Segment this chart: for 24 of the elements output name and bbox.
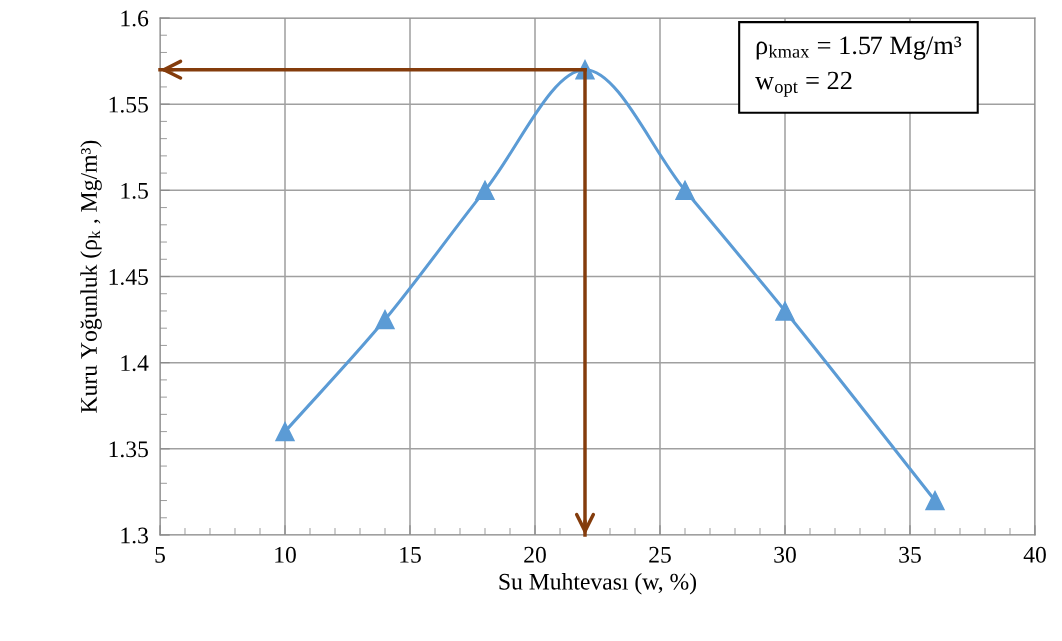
- point: [675, 180, 695, 201]
- point: [925, 490, 945, 511]
- x-tick-label: 30: [774, 546, 796, 563]
- point: [275, 421, 295, 442]
- x-tick-label: 5: [155, 547, 165, 563]
- x-tick-label: 20: [524, 546, 546, 563]
- y-tick-label: 1.55: [109, 96, 148, 113]
- point: [475, 180, 495, 201]
- point: [375, 309, 395, 330]
- y-tick-label: 1.5: [121, 182, 148, 199]
- text: ρ$_{kmax}$ = 1.57 Mg/m³ w$_{opt}$ = 22: [755, 36, 962, 97]
- y-axis-title: Kuru Yoğunluk (ρ$_{k}$ , Mg/m³): [80, 140, 102, 413]
- y-tick-label: 1.35: [109, 441, 148, 458]
- x-tick-label: 25: [649, 546, 671, 563]
- y-tick-label: 1.45: [109, 269, 148, 286]
- x-tick-label: 35: [899, 546, 921, 563]
- x-tick-label: 15: [400, 546, 421, 563]
- x-tick-label: 40: [1023, 546, 1046, 563]
- x-axis-title: Su Muhtevası (w, %): [499, 573, 697, 595]
- y-tick-label: 1.6: [121, 10, 149, 27]
- y-tick-label: 1.3: [121, 527, 148, 544]
- x-tick-label: 10: [275, 546, 296, 563]
- y-tick-label: 1.4: [121, 355, 149, 372]
- point: [775, 301, 795, 321]
